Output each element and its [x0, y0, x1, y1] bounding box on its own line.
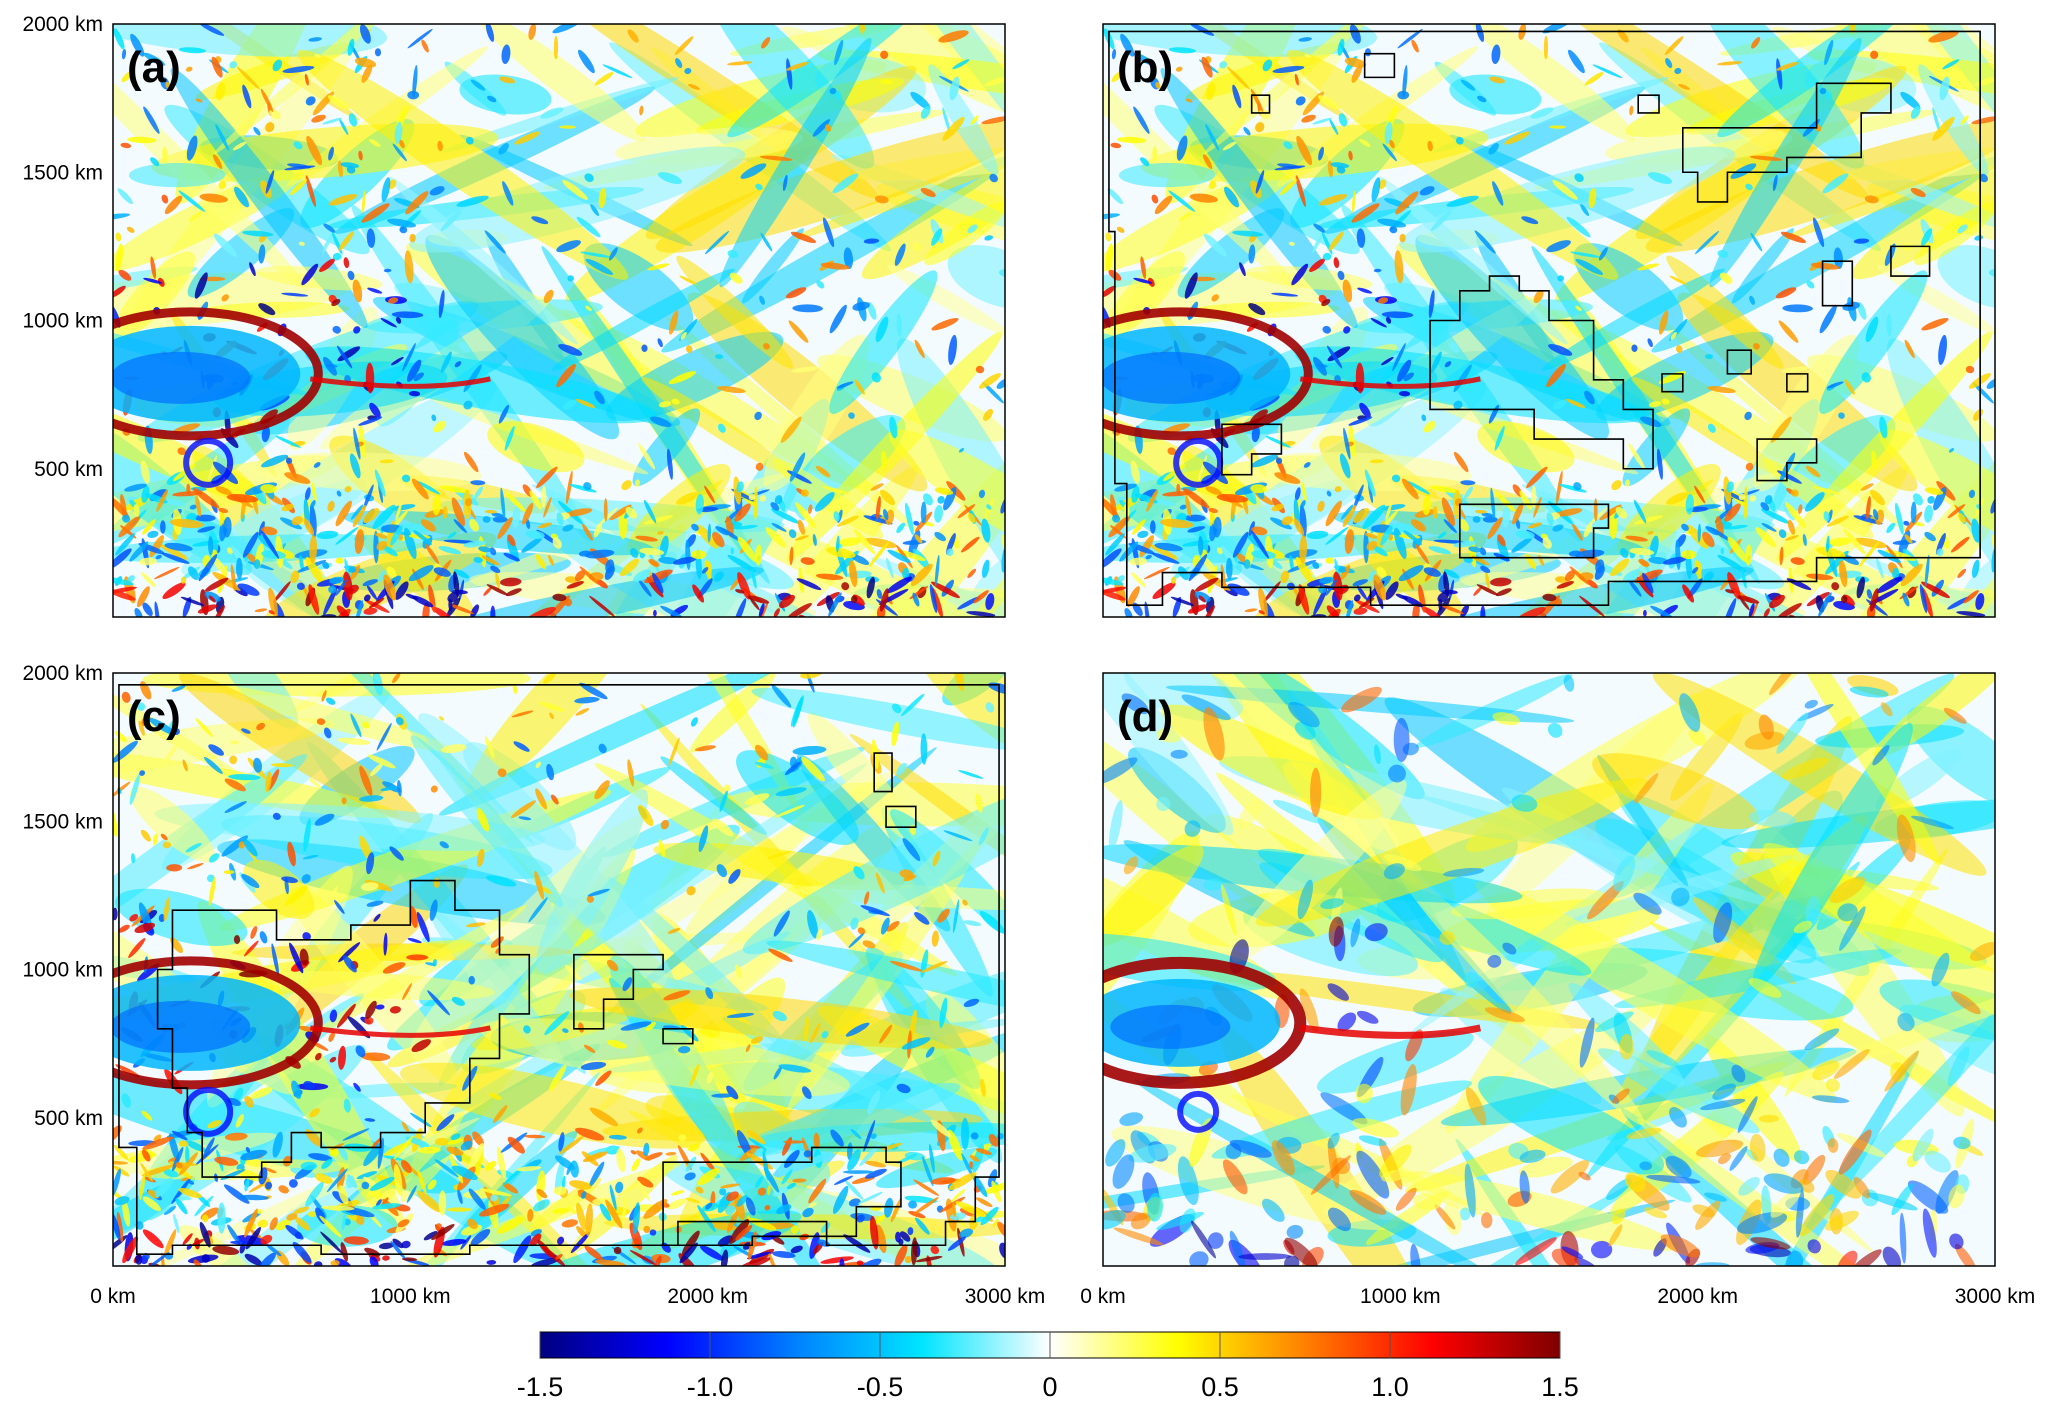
- region-outline: [1429, 275, 1654, 470]
- colorbar: -1.5 -1.0 -0.5 0 0.5 1.0 1.5: [517, 1331, 1579, 1402]
- region-outline: [1786, 373, 1809, 393]
- panel-d: (d) 0 km 1000 km 2000 km 3000 km: [1080, 672, 2036, 1308]
- y-tick-label: 1500 km: [22, 810, 103, 833]
- y-tick-label: 500 km: [34, 458, 103, 481]
- panel-label: (a): [127, 43, 181, 92]
- colorbar-tick-label: -0.5: [857, 1372, 904, 1402]
- colorbar-tick-label: 0.5: [1201, 1372, 1239, 1402]
- region-outline: [1726, 349, 1752, 375]
- region-outline: [1890, 245, 1931, 277]
- x-tick-label: 0 km: [1080, 1285, 1126, 1308]
- region-outline: [1661, 373, 1684, 393]
- y-tick-label: 1000 km: [22, 310, 103, 333]
- panel-label: (d): [1117, 692, 1173, 741]
- region-outline: [156, 879, 531, 1178]
- panel-label: (b): [1117, 43, 1173, 92]
- y-tick-label: 2000 km: [22, 13, 103, 36]
- panel-b: (b): [1102, 23, 1996, 618]
- x-tick-label: 3000 km: [1955, 1285, 2036, 1308]
- region-outlines: [1108, 30, 1981, 606]
- region-outline: [1459, 503, 1610, 559]
- region-outline: [1756, 438, 1818, 482]
- vorticity-field: [1103, 673, 1995, 1266]
- region-outline: [118, 684, 1000, 1255]
- region-outline: [885, 805, 917, 828]
- y-tick-label: 1500 km: [22, 161, 103, 184]
- x-tick-label: 0 km: [90, 1285, 136, 1308]
- panel-frame: [112, 672, 1006, 1267]
- region-outlines: [118, 684, 1000, 1255]
- region-outline: [662, 1028, 694, 1045]
- panel-frame: [1102, 672, 1996, 1267]
- x-tick-label: 1000 km: [1360, 1285, 1441, 1308]
- vorticity-field: [113, 24, 1005, 617]
- region-outline: [873, 752, 893, 793]
- y-tick-label: 1000 km: [22, 959, 103, 982]
- vorticity-field: [1103, 24, 1995, 617]
- panel-a: (a) 2000 km 1500 km 1000 km 500 km: [22, 13, 1006, 618]
- x-tick-label: 1000 km: [370, 1285, 451, 1308]
- region-outline: [573, 953, 664, 1030]
- colorbar-tick-label: 1.0: [1371, 1372, 1409, 1402]
- x-tick-label: 2000 km: [1657, 1285, 1738, 1308]
- panel-frame: [112, 23, 1006, 618]
- region-outline: [1363, 52, 1396, 79]
- panel-frame: [1102, 23, 1996, 618]
- region-outline: [1637, 94, 1660, 114]
- y-tick-label: 500 km: [34, 1107, 103, 1130]
- region-outline: [1221, 423, 1283, 476]
- colorbar-tick-label: -1.0: [687, 1372, 734, 1402]
- colorbar-tick-label: 1.5: [1541, 1372, 1579, 1402]
- region-outline: [1682, 82, 1892, 203]
- region-outline: [1821, 260, 1854, 307]
- x-tick-label: 2000 km: [667, 1285, 748, 1308]
- region-outline: [1108, 30, 1981, 606]
- x-tick-label: 3000 km: [965, 1285, 1046, 1308]
- panel-label: (c): [127, 692, 181, 741]
- colorbar-tick-label: 0: [1042, 1372, 1057, 1402]
- vorticity-field: [113, 673, 1005, 1266]
- region-outline: [662, 1146, 902, 1247]
- region-outline: [1250, 94, 1271, 114]
- panel-c: (c) 2000 km 1500 km 1000 km 500 km 0 km 1000 k…: [22, 662, 1046, 1308]
- y-tick-label: 2000 km: [22, 662, 103, 685]
- colorbar-tick-label: -1.5: [517, 1372, 564, 1402]
